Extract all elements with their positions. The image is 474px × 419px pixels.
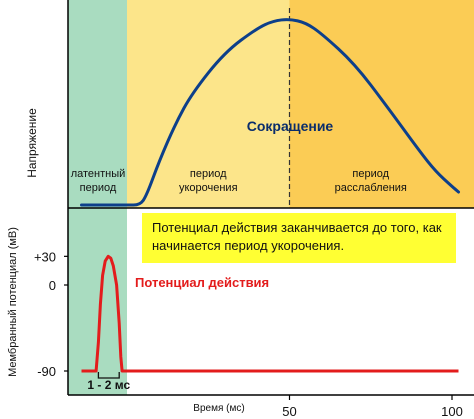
x-tick-label: 50 bbox=[282, 404, 296, 419]
region-label-line1: период bbox=[352, 168, 389, 180]
background-bands bbox=[68, 0, 474, 395]
region-label-line2: укорочения bbox=[179, 182, 238, 194]
y-tick-label: 0 bbox=[49, 278, 56, 293]
callout-note: Потенциал действия заканчивается до того… bbox=[142, 213, 456, 263]
action-potential-label: Потенциал действия bbox=[135, 275, 269, 290]
region-label-line1: период bbox=[190, 168, 227, 180]
latent-band bbox=[68, 0, 127, 395]
callout-text: Потенциал действия заканчивается до того… bbox=[152, 220, 442, 253]
region-label-line2: расслабления bbox=[335, 182, 407, 194]
y-label-top: Напряжение bbox=[25, 108, 39, 178]
duration-bracket bbox=[97, 372, 120, 379]
region-label-line1: латентный bbox=[71, 168, 126, 180]
action-potential-line bbox=[81, 254, 459, 373]
x-tick-label: 100 bbox=[441, 404, 463, 419]
duration-label: 1 - 2 мс bbox=[87, 378, 130, 392]
chart-title: Сокращение bbox=[247, 118, 334, 134]
y-label-bottom: Мембранный потенциал (мВ) bbox=[7, 227, 19, 377]
region-label-line2: период bbox=[80, 182, 117, 194]
axes bbox=[64, 0, 474, 400]
text-layer: +30 0 -90 50 100 1 - 2 мс Сокращение Потенциал … bbox=[7, 108, 463, 419]
y-tick-label: +30 bbox=[34, 249, 56, 264]
contraction-curve bbox=[80, 18, 460, 207]
series-layer bbox=[80, 18, 460, 373]
x-axis-label: Время (мс) bbox=[193, 403, 244, 414]
y-tick-label: -90 bbox=[37, 364, 56, 379]
